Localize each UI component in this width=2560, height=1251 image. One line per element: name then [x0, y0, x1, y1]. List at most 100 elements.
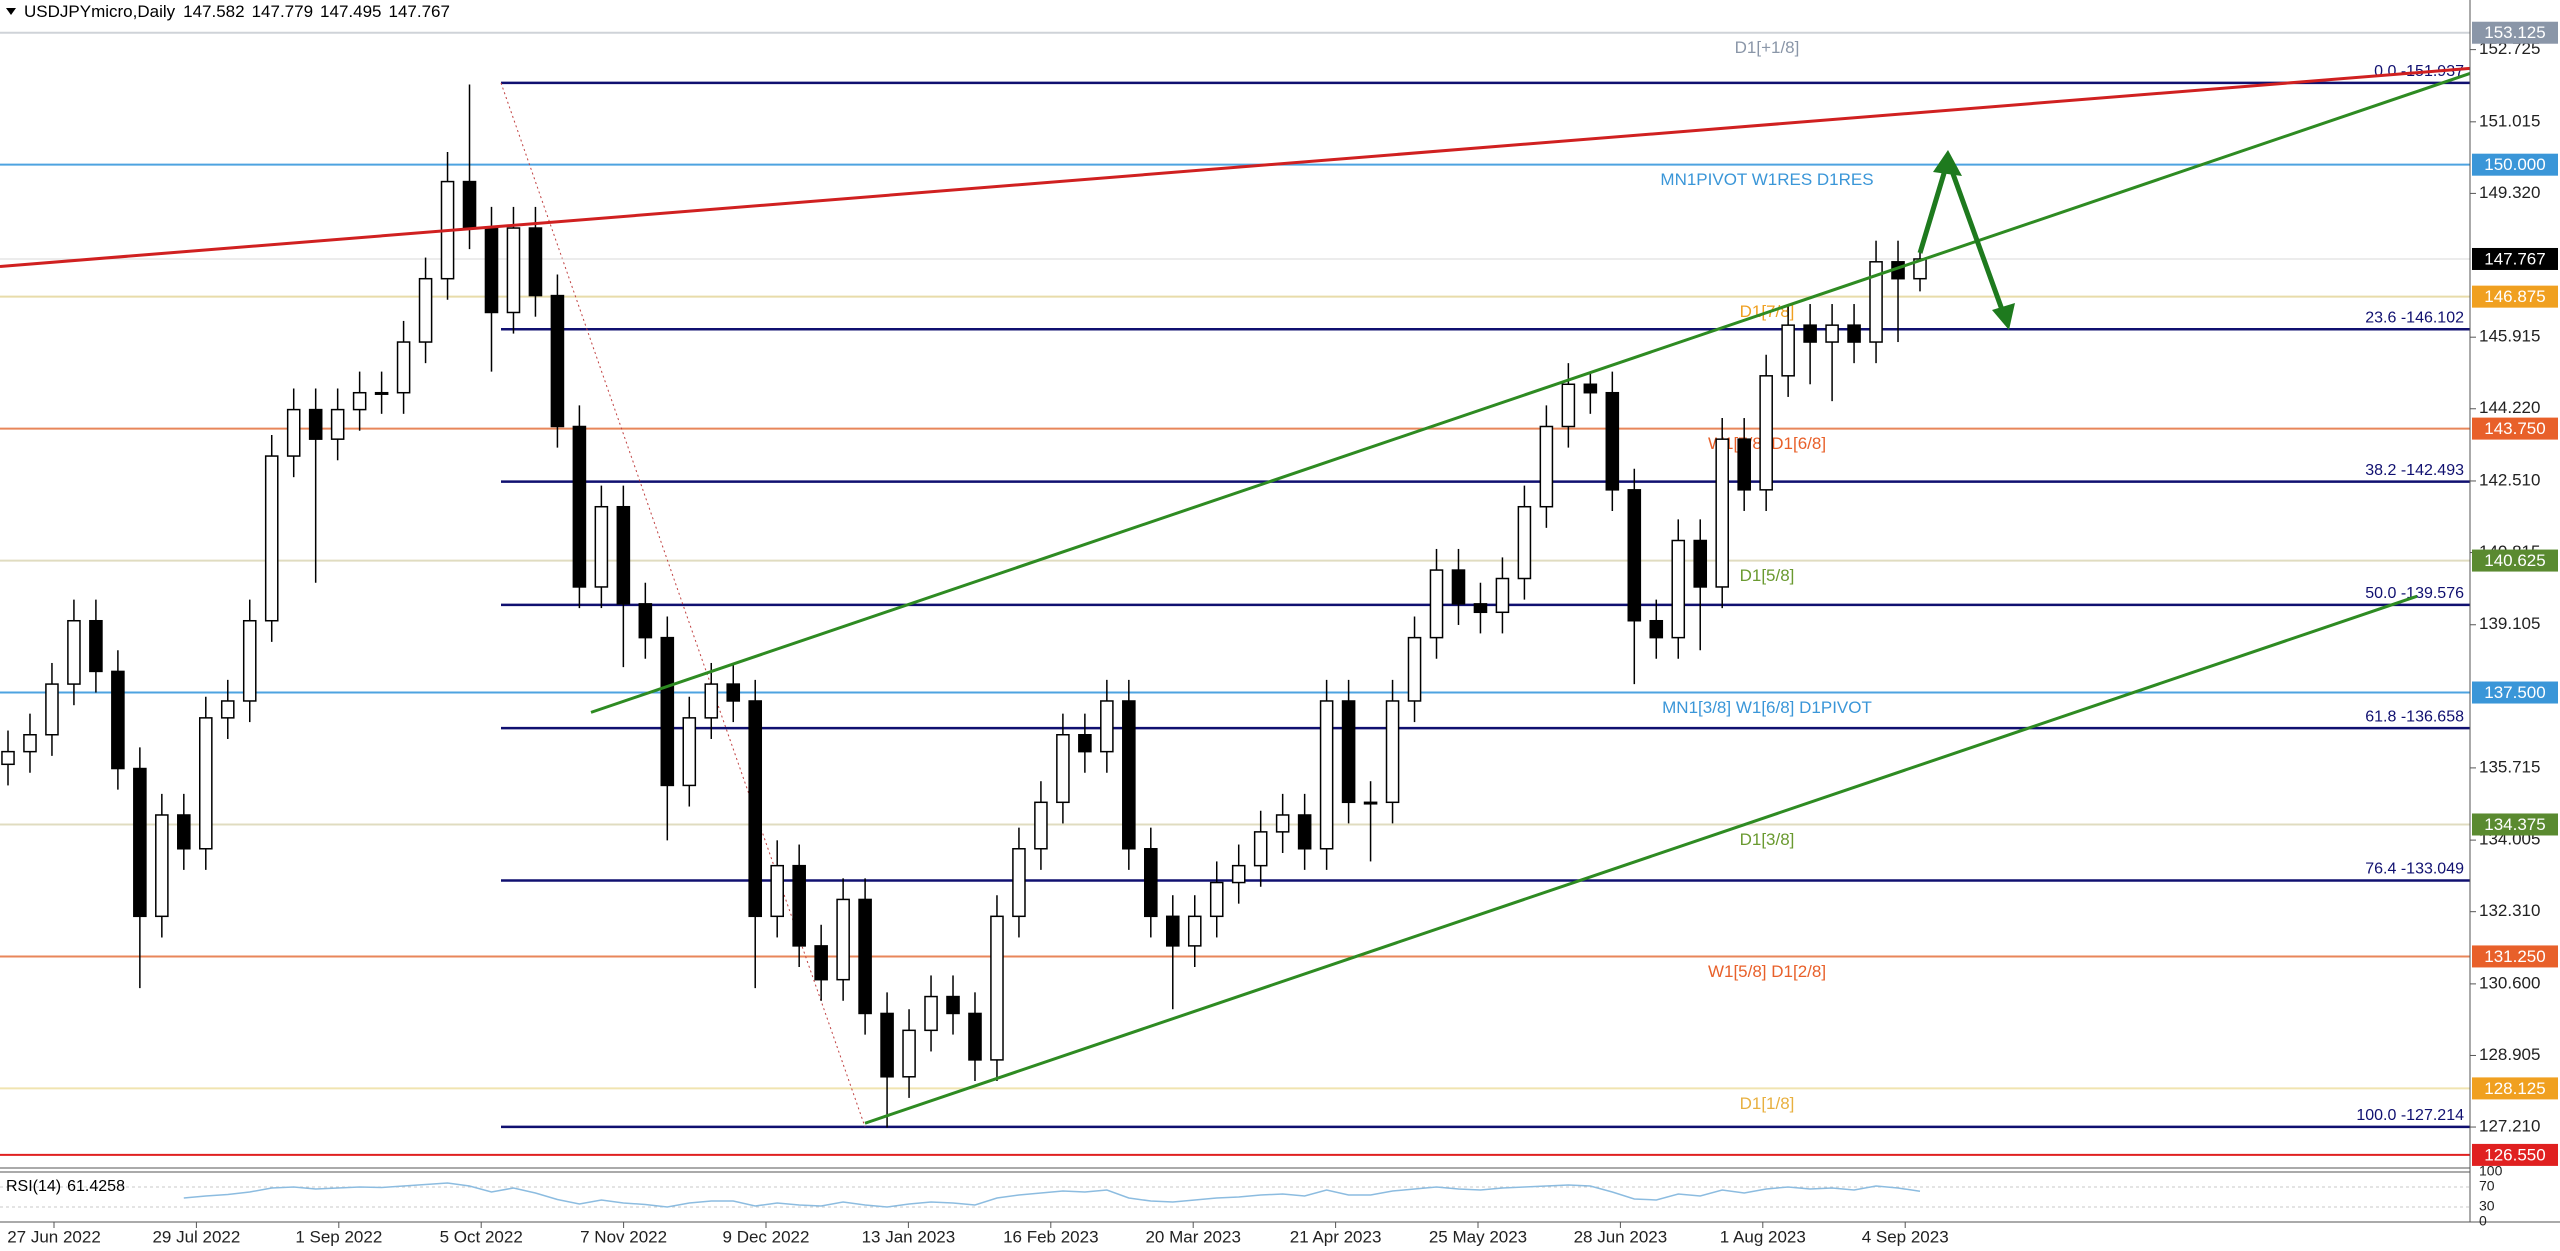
rsi-header: RSI(14) 61.4258 [6, 1178, 125, 1195]
candle-body [1078, 734, 1092, 753]
x-tick-label: 9 Dec 2022 [723, 1227, 810, 1246]
rsi-line [183, 1182, 1921, 1208]
fib-label: 23.6 -146.102 [2365, 310, 2464, 327]
price-box-label: 150.000 [2484, 155, 2545, 174]
y-tick-label: 149.320 [2479, 183, 2540, 202]
candle-body [198, 717, 213, 850]
candle-body [1385, 700, 1400, 804]
candle-body [1297, 814, 1312, 850]
candle-body [1407, 636, 1422, 702]
y-tick-label: 142.510 [2479, 470, 2540, 489]
price-box [2472, 945, 2558, 968]
y-tick-label: 130.600 [2479, 973, 2540, 992]
candle-body [1056, 734, 1070, 804]
x-tick-label: 27 Jun 2022 [7, 1227, 101, 1246]
last-price-label: 147.767 [2484, 249, 2545, 268]
candle-body [484, 227, 499, 314]
rsi-tick-label: 70 [2479, 1178, 2495, 1194]
price-box-label: 153.125 [2484, 23, 2545, 42]
y-tick-label: 151.015 [2479, 111, 2540, 130]
candle-body [396, 341, 411, 394]
candle-body [1781, 324, 1795, 377]
y-tick-label: 144.220 [2479, 398, 2540, 417]
x-tick-label: 28 Jun 2023 [1574, 1227, 1668, 1246]
candle-body [1209, 881, 1224, 918]
candle-body [572, 425, 587, 588]
rsi-last: 61.4258 [67, 1178, 125, 1195]
rsi-tick-label: 30 [2479, 1198, 2495, 1214]
candle-body [1605, 391, 1620, 491]
level-label: MN1[3/8] W1[6/8] D1PIVOT [1662, 698, 1872, 717]
candle-body [1737, 438, 1751, 491]
candle-body [1034, 801, 1048, 850]
y-tick-label: 128.905 [2479, 1045, 2540, 1064]
x-tick-label: 13 Jan 2023 [862, 1227, 956, 1246]
candle-body [155, 814, 169, 918]
candle-body [220, 700, 235, 719]
candle-body [133, 767, 147, 918]
candle-body [462, 180, 477, 229]
candle-body [1231, 864, 1246, 884]
candle-body [704, 683, 719, 719]
candle-body [1539, 425, 1554, 508]
candle-body [946, 995, 960, 1015]
candle-body [45, 683, 59, 736]
price-box [2472, 813, 2558, 836]
fib-label: 38.2 -142.493 [2365, 462, 2464, 479]
x-tick-label: 25 May 2023 [1429, 1227, 1527, 1246]
price-box [2472, 1077, 2558, 1100]
candle-body [177, 814, 191, 850]
price-box-label: 140.625 [2484, 551, 2545, 570]
price-box [2472, 285, 2558, 308]
x-tick-label: 29 Jul 2022 [152, 1227, 240, 1246]
header-close: 147.767 [389, 2, 450, 21]
arrow-head [1992, 303, 2015, 330]
candle-body [1715, 438, 1730, 588]
header-high: 147.779 [252, 2, 313, 21]
fib-label: 76.4 -133.049 [2365, 861, 2464, 878]
y-tick-label: 152.725 [2479, 39, 2540, 58]
candle-body [550, 294, 565, 428]
level-label: D1[3/8] [1740, 830, 1795, 849]
price-box [2472, 21, 2558, 44]
header-open: 147.582 [183, 2, 244, 21]
level-label: D1[+1/8] [1735, 38, 1800, 57]
candle-body [990, 915, 1004, 1061]
candle-body [1473, 603, 1488, 614]
candle-body [1363, 801, 1378, 805]
candle-body [1517, 505, 1532, 580]
candle-body [374, 391, 389, 395]
candle-body [924, 995, 938, 1032]
level-label: D1[5/8] [1740, 566, 1795, 585]
price-box-label: 146.875 [2484, 287, 2545, 306]
candle-body [1319, 700, 1334, 850]
candle-body [1122, 700, 1136, 850]
candle-body [286, 408, 301, 457]
trendline [864, 594, 2418, 1125]
candle-body [1693, 539, 1708, 588]
candle-body [770, 864, 784, 918]
price-box-label: 143.750 [2484, 419, 2545, 438]
level-label: D1[1/8] [1740, 1094, 1795, 1113]
price-box [2472, 417, 2558, 440]
candle-body [594, 505, 609, 588]
candle-body [528, 227, 543, 297]
candle-body [1495, 577, 1510, 614]
candle-body [1, 750, 15, 766]
candle-body [1187, 915, 1202, 947]
symbol: USDJPYmicro,Daily [24, 2, 176, 21]
candle-body [968, 1012, 982, 1061]
candle-body [726, 683, 741, 702]
y-tick-label: 135.715 [2479, 757, 2540, 776]
header-low: 147.495 [320, 2, 381, 21]
candle-body [418, 277, 433, 343]
x-tick-label: 5 Oct 2022 [440, 1227, 523, 1246]
candle-body [111, 670, 125, 770]
price-box [2472, 681, 2558, 704]
candle-body [1847, 324, 1861, 343]
menu-triangle [6, 8, 16, 15]
chart-header: USDJPYmicro,Daily 147.582 147.779 147.495 14… [24, 2, 450, 21]
candle-body [1012, 848, 1026, 918]
candle-body [1165, 915, 1180, 947]
candle-body [308, 408, 323, 440]
